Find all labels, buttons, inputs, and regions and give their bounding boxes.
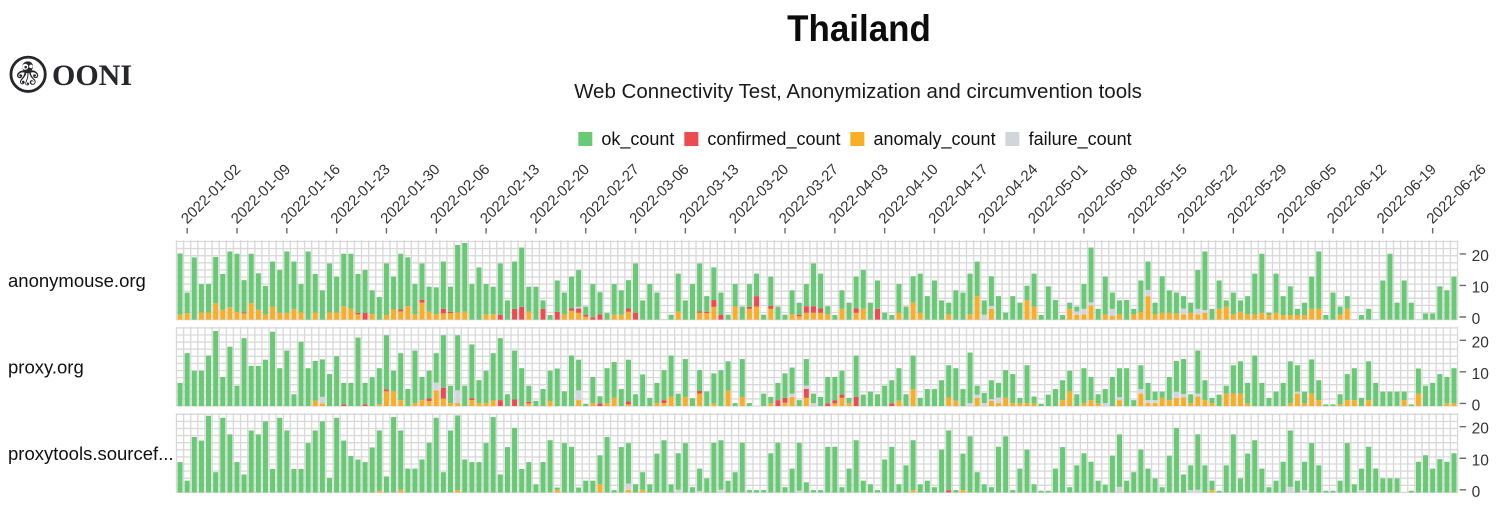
svg-text:10: 10 <box>1472 366 1490 383</box>
svg-text:proxytools.sourcef...: proxytools.sourcef... <box>8 443 174 464</box>
svg-text:20: 20 <box>1472 421 1490 438</box>
svg-text:0: 0 <box>1472 484 1481 501</box>
svg-text:20: 20 <box>1472 248 1490 265</box>
svg-text:10: 10 <box>1472 452 1490 469</box>
svg-text:0: 0 <box>1472 311 1481 328</box>
svg-text:0: 0 <box>1472 397 1481 414</box>
svg-text:proxy.org: proxy.org <box>8 356 84 377</box>
svg-text:20: 20 <box>1472 334 1490 351</box>
svg-text:OONI: OONI <box>52 59 132 92</box>
svg-text:anonymouse.org: anonymouse.org <box>8 270 146 291</box>
svg-text:10: 10 <box>1472 279 1490 296</box>
